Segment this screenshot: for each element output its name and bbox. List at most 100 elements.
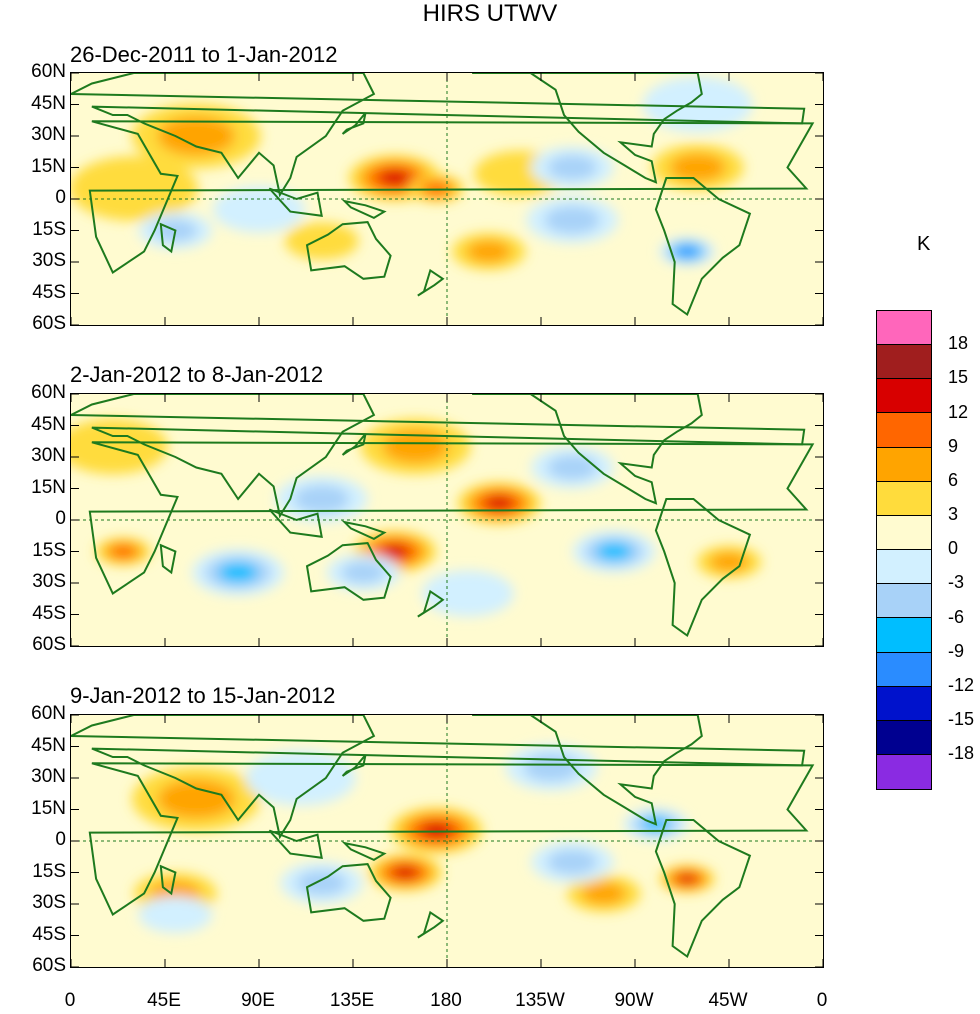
x-tick-label: 45W bbox=[708, 990, 748, 1011]
panel-1 bbox=[70, 72, 824, 326]
anomaly-contour bbox=[466, 240, 511, 263]
colorbar-swatch bbox=[877, 515, 931, 551]
colorbar-label: 12 bbox=[948, 401, 969, 422]
y-tick-label: 60S bbox=[32, 313, 66, 334]
anomaly-contour bbox=[544, 206, 600, 234]
colorbar-label: 0 bbox=[948, 538, 959, 559]
y-tick-label: 30N bbox=[31, 124, 66, 145]
colorbar-swatch bbox=[877, 481, 931, 516]
colorbar-swatch bbox=[877, 686, 931, 721]
anomaly-contour bbox=[111, 545, 135, 558]
coastline bbox=[71, 715, 806, 840]
y-tick-label: 15S bbox=[32, 218, 66, 240]
anomaly-contour bbox=[678, 874, 697, 884]
y-tick-label: 30S bbox=[32, 250, 66, 271]
anomaly-contour bbox=[392, 866, 418, 879]
coastline bbox=[341, 841, 387, 862]
colorbar-label: -9 bbox=[948, 640, 965, 661]
coastline bbox=[417, 910, 445, 939]
coastline bbox=[654, 819, 752, 959]
coastline bbox=[268, 508, 323, 538]
coastline bbox=[472, 394, 703, 505]
coastline bbox=[417, 268, 445, 297]
panel-3-map bbox=[71, 715, 823, 967]
anomaly-contour bbox=[424, 182, 449, 195]
colorbar-swatch bbox=[877, 311, 931, 346]
anomaly-contour bbox=[642, 76, 753, 133]
coastline bbox=[71, 394, 806, 519]
anomaly-contour bbox=[379, 170, 411, 186]
anomaly-contour bbox=[547, 849, 598, 875]
colorbar-swatch bbox=[877, 584, 931, 619]
anomaly-contour bbox=[218, 562, 258, 583]
colorbar-label: 18 bbox=[948, 333, 969, 354]
anomaly-contour bbox=[421, 822, 452, 839]
coastline bbox=[654, 498, 752, 638]
colorbar-label: -15 bbox=[948, 709, 975, 730]
anomaly-contour bbox=[341, 561, 386, 584]
y-tick-label: 0 bbox=[55, 508, 66, 529]
panel-1-title: 26-Dec-2011 to 1-Jan-2012 bbox=[70, 42, 338, 67]
coastline bbox=[71, 73, 806, 198]
coastline bbox=[159, 543, 177, 575]
y-tick-label: 15N bbox=[31, 476, 66, 498]
panel-1-map bbox=[71, 73, 823, 325]
anomaly-contour bbox=[71, 418, 168, 475]
coastline bbox=[305, 863, 392, 922]
panel-2 bbox=[70, 393, 824, 647]
coastline bbox=[305, 542, 392, 601]
colorbar-label: -12 bbox=[948, 674, 975, 695]
y-tick-label: 15N bbox=[31, 155, 66, 177]
y-tick-label: 30N bbox=[31, 766, 66, 787]
coastline bbox=[88, 120, 815, 274]
anomaly-contour bbox=[547, 155, 598, 180]
x-tick-label: 180 bbox=[430, 990, 462, 1011]
colorbar-label: -18 bbox=[948, 743, 975, 764]
anomaly-contour bbox=[670, 153, 726, 182]
panel-2-map bbox=[71, 394, 823, 646]
y-tick-label: 60N bbox=[31, 703, 66, 724]
colorbar-label: -6 bbox=[948, 606, 965, 627]
y-tick-label: 0 bbox=[55, 187, 66, 208]
coastline bbox=[417, 589, 445, 618]
coastline bbox=[654, 177, 752, 317]
coastline bbox=[341, 520, 387, 541]
coastline bbox=[305, 221, 392, 280]
y-tick-label: 15N bbox=[31, 797, 66, 819]
colorbar-swatch bbox=[877, 720, 931, 756]
x-tick-label: 0 bbox=[64, 990, 76, 1011]
colorbar-label: 15 bbox=[948, 367, 969, 388]
panel-3 bbox=[70, 714, 824, 968]
y-tick-label: 60N bbox=[31, 382, 66, 403]
anomaly-contour bbox=[157, 116, 235, 156]
anomaly-contour bbox=[296, 870, 347, 896]
coastline bbox=[341, 112, 367, 135]
panel-3-title: 9-Jan-2012 to 15-Jan-2012 bbox=[70, 683, 336, 708]
coastline bbox=[341, 199, 387, 220]
anomaly-layer bbox=[71, 418, 762, 617]
colorbar-swatch bbox=[877, 379, 931, 414]
anomaly-contour bbox=[138, 896, 213, 933]
y-tick-label: 45S bbox=[32, 923, 66, 945]
colorbar-swatch bbox=[877, 345, 931, 380]
x-tick-label: 135W bbox=[515, 990, 565, 1011]
anomaly-layer bbox=[71, 76, 753, 270]
coastline bbox=[88, 441, 815, 595]
anomaly-contour bbox=[596, 542, 632, 561]
coastline bbox=[341, 754, 367, 777]
x-tick-label: 90E bbox=[241, 990, 275, 1011]
y-tick-label: 0 bbox=[55, 829, 66, 850]
y-tick-label: 45N bbox=[31, 734, 66, 756]
y-tick-label: 30S bbox=[32, 892, 66, 913]
colorbar-swatch bbox=[877, 618, 931, 653]
anomaly-contour bbox=[294, 485, 350, 513]
coastline bbox=[472, 715, 703, 826]
coastline bbox=[268, 187, 323, 217]
panel-2-title: 2-Jan-2012 to 8-Jan-2012 bbox=[70, 362, 324, 387]
coastline bbox=[159, 222, 177, 254]
colorbar-swatch bbox=[877, 550, 931, 585]
y-tick-label: 15S bbox=[32, 539, 66, 561]
colorbar-label: 3 bbox=[948, 504, 959, 525]
x-tick-label: 135E bbox=[329, 990, 375, 1011]
x-tick-label: 0 bbox=[816, 990, 828, 1011]
